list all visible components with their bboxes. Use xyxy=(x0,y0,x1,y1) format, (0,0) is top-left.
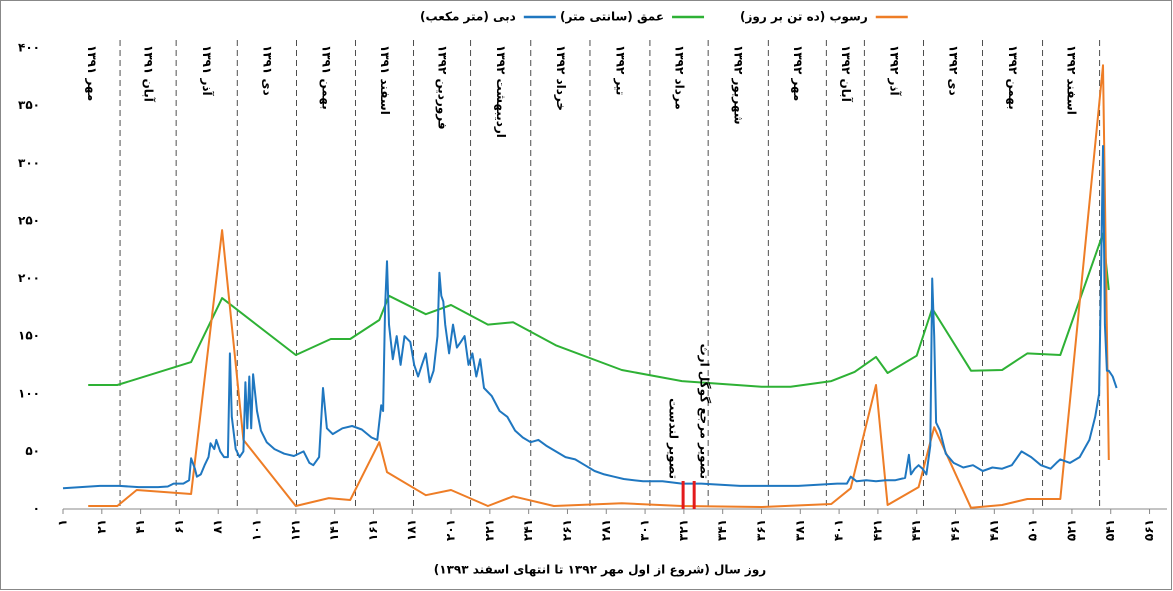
image-marker-label: تصویر لندست xyxy=(666,398,681,479)
image-marker-label: تصویر مرجع گوگل ارث xyxy=(697,344,712,479)
x-tick-label: ۲۱ xyxy=(94,519,108,534)
x-tick-label: ۴۴۱ xyxy=(909,519,923,541)
y-tick-label: ۳۵۰ xyxy=(18,98,40,112)
month-label: بهمن ۱۳۹۱ xyxy=(319,45,333,110)
y-tick-label: ۴۰۰ xyxy=(18,41,40,55)
x-tick-label: ۱۸۱ xyxy=(405,519,419,541)
x-tick-label: ۲۶۱ xyxy=(560,519,574,541)
x-tick-label: ۸۱ xyxy=(211,519,225,534)
y-tick-label: ۲۰۰ xyxy=(18,271,40,285)
x-axis-title: روز سال (شروع از اول مهر ۱۳۹۲ تا انتهای … xyxy=(434,563,767,578)
series-line xyxy=(88,232,1110,388)
x-tick-label: ۵۲۱ xyxy=(1064,519,1078,541)
month-label: آذر ۱۳۹۱ xyxy=(200,45,215,97)
x-tick-label: ۱۶۱ xyxy=(366,519,380,541)
y-tick-label: ۳۰۰ xyxy=(18,156,40,170)
month-label: دی ۱۳۹۲ xyxy=(946,45,960,96)
month-label: اسفند ۱۳۹۱ xyxy=(378,45,392,115)
month-label: دی ۱۳۹۱ xyxy=(260,45,274,96)
x-tick-label: ۳۶۱ xyxy=(754,519,768,541)
y-tick-label: ۱۵۰ xyxy=(18,329,40,343)
month-label: فروردین ۱۳۹۲ xyxy=(435,45,450,130)
y-tick-label: ۰ xyxy=(33,502,40,516)
x-tick-label: ۱۴۱ xyxy=(327,519,341,541)
x-tick-label: ۲۰۱ xyxy=(444,519,458,541)
y-tick-label: ۵۰ xyxy=(25,444,40,458)
x-tick-label: ۵۰۱ xyxy=(1026,519,1040,541)
x-tick-label: ۵۴۱ xyxy=(1103,519,1117,541)
x-tick-label: ۳۰۱ xyxy=(638,519,652,541)
x-tick-label: ۳۸۱ xyxy=(793,519,807,541)
month-label: آذر ۱۳۹۲ xyxy=(887,45,902,97)
month-label: بهمن ۱۳۹۲ xyxy=(1006,45,1020,110)
series-line xyxy=(62,145,1118,490)
month-label: مهر ۱۳۹۲ xyxy=(791,45,805,101)
x-tick-label: ۴۰۱ xyxy=(832,519,846,541)
month-label: آبان ۱۳۹۱ xyxy=(142,45,157,103)
x-tick-label: ۴۶۱ xyxy=(948,519,962,541)
x-tick-label: ۴۱ xyxy=(133,519,147,534)
x-tick-label: ۱۲۱ xyxy=(288,519,302,541)
month-label: مرداد ۱۳۹۲ xyxy=(673,45,687,110)
month-label: اردیبهشت ۱۳۹۲ xyxy=(494,45,508,138)
y-tick-label: ۲۵۰ xyxy=(18,213,40,227)
x-tick-label: ۲۲۱ xyxy=(482,519,496,541)
month-label: تیر ۱۳۹۲ xyxy=(613,45,627,95)
legend-label: رسوب (ده تن بر روز) xyxy=(740,10,868,25)
month-label: شهریور ۱۳۹۲ xyxy=(731,45,746,125)
x-tick-label: ۲۴۱ xyxy=(521,519,535,541)
x-tick-label: ۴۸۱ xyxy=(987,519,1001,541)
x-tick-label: ۱۰۱ xyxy=(250,519,264,541)
legend-label: عمق (سانتی متر) xyxy=(560,10,664,24)
legend-label: دبی (متر مکعب) xyxy=(420,10,516,24)
month-label: خرداد ۱۳۹۲ xyxy=(554,45,568,111)
x-tick-label: ۵۶۱ xyxy=(1142,519,1156,541)
month-label: مهر ۱۳۹۱ xyxy=(85,45,99,101)
x-tick-label: ۴۲۱ xyxy=(870,519,884,541)
y-tick-label: ۱۰۰ xyxy=(18,386,40,400)
x-tick-label: ۳۲۱ xyxy=(676,519,690,541)
month-label: آبان ۱۳۹۲ xyxy=(839,45,854,103)
x-tick-label: ۱ xyxy=(56,519,70,526)
x-tick-label: ۲۸۱ xyxy=(599,519,613,541)
month-label: اسفند ۱۳۹۲ xyxy=(1065,45,1079,115)
x-tick-label: ۳۴۱ xyxy=(715,519,729,541)
x-tick-label: ۶۱ xyxy=(172,519,186,534)
